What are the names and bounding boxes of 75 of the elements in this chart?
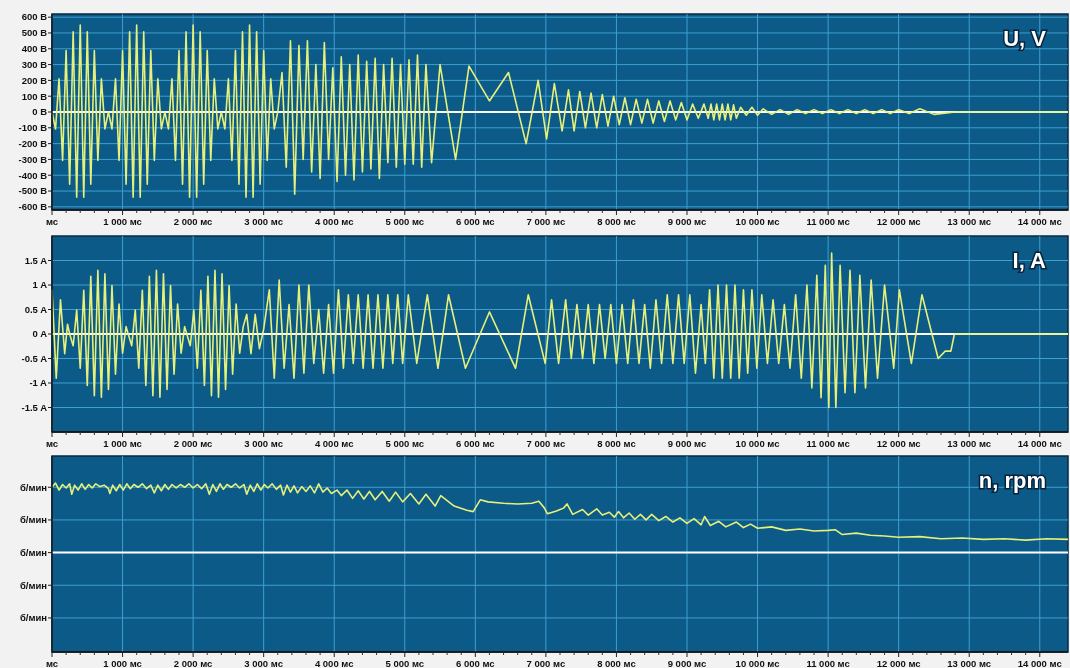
x-tick-label: 8 000 мс bbox=[597, 658, 636, 668]
text: б/мин bbox=[19, 514, 48, 526]
x-tick-label: 5 000 мс bbox=[385, 658, 425, 668]
x-tick-label: 11 000 мс bbox=[806, 216, 850, 227]
x-tick-label: 1 000 мс bbox=[103, 438, 142, 449]
x-tick-label: 1 000 мс bbox=[103, 658, 142, 668]
text: б/мин bbox=[19, 612, 48, 624]
y-tick-label: -1.5 A bbox=[21, 401, 48, 413]
x-tick-label: 10 000 мс bbox=[735, 658, 780, 668]
x-tick-label: 6 000 мс bbox=[456, 438, 495, 449]
x-tick-label: 13 000 мс bbox=[947, 216, 992, 227]
y-tick-label: 1 A bbox=[32, 279, 48, 291]
text: U, V bbox=[1003, 26, 1047, 51]
x-tick-label: 13 000 мс bbox=[947, 438, 992, 449]
x-tick-label: 9 000 мс bbox=[667, 438, 707, 449]
y-tick-label: -100 В bbox=[18, 122, 48, 134]
x-tick-label: 5 000 мс bbox=[385, 438, 425, 449]
x-tick-label: 4 000 мс bbox=[314, 658, 354, 668]
x-tick-label: мс bbox=[45, 438, 59, 449]
x-tick-label: мс bbox=[45, 216, 59, 227]
y-tick-label: 200 В bbox=[21, 74, 48, 86]
x-tick-label: 10 000 мс bbox=[735, 438, 780, 449]
x-tick-label: мс bbox=[45, 658, 59, 668]
text: I, A bbox=[1012, 248, 1047, 273]
x-tick-label: 2 000 мс bbox=[173, 658, 213, 668]
line-series bbox=[51, 252, 1069, 409]
y-tick-label: 0 В bbox=[32, 106, 48, 118]
x-tick-label: 3 000 мс bbox=[244, 216, 283, 227]
x-tick-label: 14 000 мс bbox=[1017, 658, 1062, 668]
y-tick-label: 300 В bbox=[21, 58, 48, 70]
y-tick-label: 0.5 A bbox=[24, 303, 48, 315]
x-tick-label: 14 000 мс bbox=[1017, 216, 1062, 227]
x-tick-label: 11 000 мс bbox=[806, 438, 850, 449]
x-tick-label: 1 000 мс bbox=[103, 216, 142, 227]
y-tick-label: -0.5 A bbox=[21, 352, 48, 364]
x-tick-label: 8 000 мс bbox=[597, 216, 636, 227]
x-tick-label: 6 000 мс bbox=[456, 658, 495, 668]
x-tick-label: 12 000 мс bbox=[876, 438, 921, 449]
x-tick-label: 11 000 мс bbox=[806, 658, 850, 668]
y-tick-label: -400 В bbox=[18, 169, 48, 181]
y-tick-label: 100 В bbox=[21, 90, 48, 102]
x-tick-label: 6 000 мс bbox=[456, 216, 495, 227]
text: б/мин bbox=[19, 481, 48, 493]
x-tick-label: 4 000 мс bbox=[314, 216, 354, 227]
x-tick-label: 9 000 мс bbox=[667, 216, 707, 227]
x-tick-label: 7 000 мс bbox=[526, 658, 566, 668]
x-tick-label: 13 000 мс bbox=[947, 658, 992, 668]
x-tick-label: 12 000 мс bbox=[876, 216, 921, 227]
text: б/мин bbox=[19, 546, 48, 558]
text: б/мин bbox=[19, 579, 48, 591]
x-tick-label: 12 000 мс bbox=[876, 658, 921, 668]
x-tick-label: 3 000 мс bbox=[244, 658, 283, 668]
x-tick-label: 9 000 мс bbox=[667, 658, 707, 668]
y-tick-label: -300 В bbox=[18, 153, 48, 165]
y-tick-label: 500 В bbox=[21, 27, 48, 39]
y-tick-label: 400 В bbox=[21, 43, 48, 55]
line-series bbox=[51, 24, 1069, 198]
x-tick-label: 8 000 мс bbox=[597, 438, 636, 449]
chart-title: n, rpm bbox=[978, 468, 1046, 493]
x-tick-label: 2 000 мс bbox=[173, 438, 213, 449]
y-tick-label: -1 A bbox=[29, 377, 48, 389]
x-tick-label: 4 000 мс bbox=[314, 438, 354, 449]
y-tick-label: 600 В bbox=[21, 11, 48, 23]
y-tick-label: -500 В bbox=[18, 185, 48, 197]
x-tick-label: 7 000 мс bbox=[526, 216, 566, 227]
x-tick-label: 5 000 мс bbox=[385, 216, 425, 227]
y-tick-label: 0 A bbox=[32, 328, 48, 340]
y-tick-label: -600 В bbox=[18, 201, 48, 213]
y-tick-label: -200 В bbox=[18, 137, 48, 149]
x-tick-label: 10 000 мс bbox=[735, 216, 780, 227]
x-tick-label: 7 000 мс bbox=[526, 438, 566, 449]
x-tick-label: 3 000 мс bbox=[244, 438, 283, 449]
y-tick-label: 1.5 A bbox=[24, 254, 48, 266]
x-tick-label: 2 000 мс bbox=[173, 216, 213, 227]
x-tick-label: 14 000 мс bbox=[1017, 438, 1062, 449]
